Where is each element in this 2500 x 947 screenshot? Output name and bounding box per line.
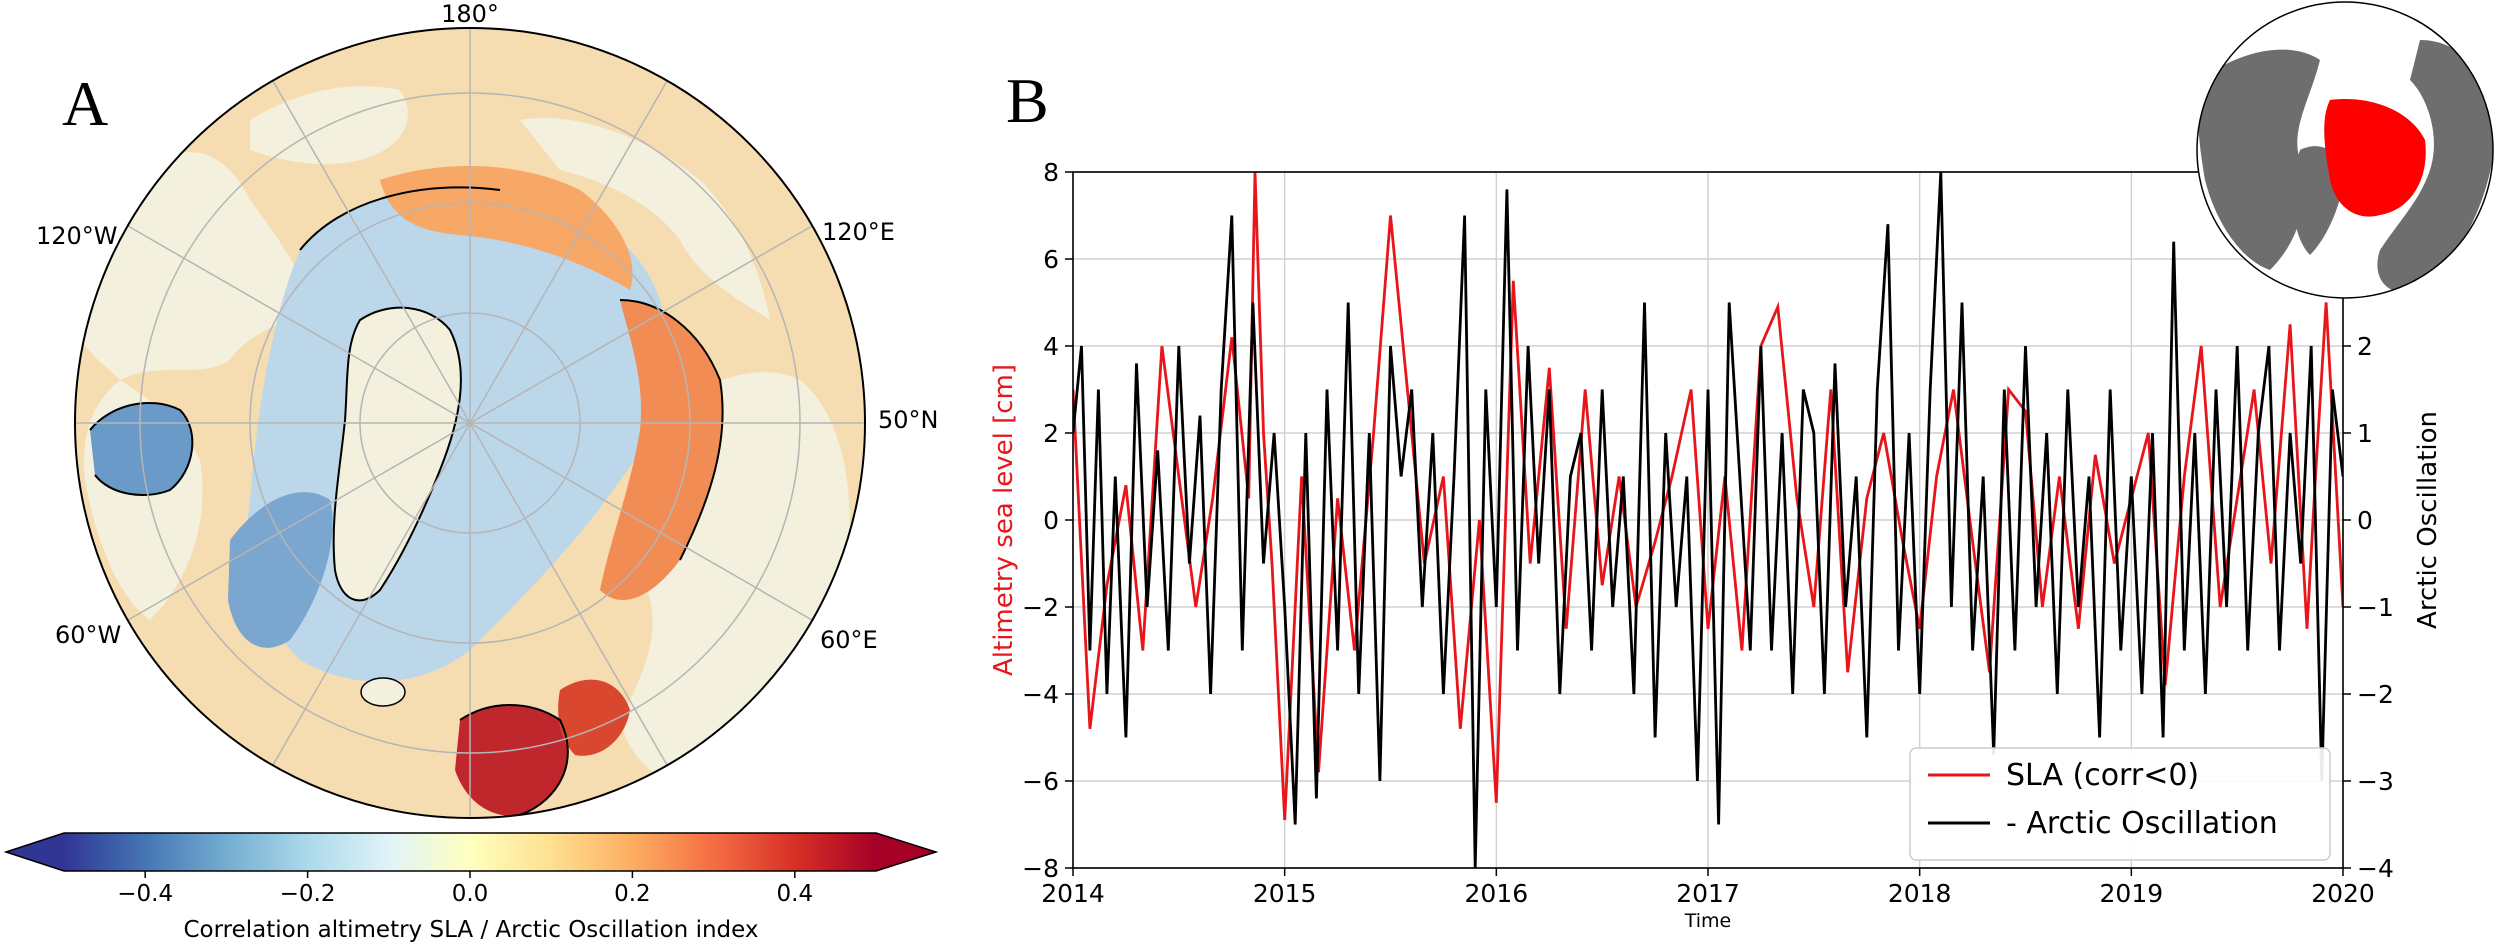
lon-label-120w: 120°W — [36, 222, 118, 250]
legend-label-ao: - Arctic Oscillation — [2006, 806, 2278, 841]
colorbar-ticks: −0.4 −0.2 0.0 0.2 0.4 — [117, 871, 813, 907]
y-axis-ticks: −8 −6 −4 −2 0 2 4 6 8 — [1022, 158, 1073, 883]
colorbar-extend-high — [876, 833, 936, 871]
y-tick-label: −4 — [1022, 680, 1059, 709]
inset-frame — [2196, 1, 2494, 299]
colorbar-tick-label: 0.4 — [777, 881, 814, 907]
y-axis-label: Altimetry sea level [cm] — [989, 364, 1019, 676]
lon-label-180: 180° — [441, 0, 499, 28]
x-tick-label: 2018 — [1888, 879, 1952, 908]
y2-tick-label: −4 — [2357, 854, 2394, 883]
inset-map — [2196, 1, 2494, 299]
x-tick-label: 2015 — [1253, 879, 1317, 908]
series-ao-line — [1073, 172, 2343, 868]
y2-tick-label: 0 — [2357, 506, 2373, 535]
x-axis-ticks: 2014 2015 2016 2017 2018 2019 2020 — [1041, 868, 2375, 908]
map-frame — [74, 27, 866, 819]
y2-axis-label: Arctic Oscillation — [2413, 411, 2443, 629]
colorbar-extend-low — [6, 833, 64, 871]
x-tick-label: 2017 — [1676, 879, 1740, 908]
y-tick-label: 6 — [1043, 245, 1059, 274]
panel-a-label: A — [62, 68, 108, 139]
land-greenland — [333, 307, 461, 601]
north-sea-strong-positive — [455, 705, 568, 816]
y2-tick-label: −1 — [2357, 593, 2394, 622]
colorbar-body — [64, 833, 876, 871]
lon-label-60w: 60°W — [55, 621, 121, 649]
y-tick-label: 2 — [1043, 419, 1059, 448]
legend-box — [1909, 747, 2331, 861]
x-axis-label: Time — [1684, 910, 1732, 932]
panel-b-chart: B 2014 2015 2016 2017 2018 2019 2020 −8−6−4−20… — [989, 1, 2494, 932]
colorbar: −0.4 −0.2 0.0 0.2 0.4 Correlation altimetry … — [3, 832, 939, 943]
legend: SLA (corr<0) - Arctic Oscillation — [1909, 747, 2331, 861]
colorbar-tick-label: −0.4 — [117, 881, 173, 907]
land-iceland — [360, 677, 406, 707]
colorbar-outline — [3, 832, 939, 872]
x-tick-label: 2014 — [1041, 879, 1105, 908]
x-tick-label: 2019 — [2100, 879, 2164, 908]
polar-map — [75, 28, 865, 818]
plot-lines — [1073, 172, 2343, 868]
y-tick-label: −8 — [1022, 854, 1059, 883]
lon-label-60e: 60°E — [820, 626, 878, 654]
inset-land-america — [2197, 49, 2320, 270]
legend-label-sla: SLA (corr<0) — [2006, 758, 2199, 793]
coastlines — [89, 186, 724, 816]
graticule — [75, 28, 865, 818]
panel-b-label: B — [1006, 65, 1049, 136]
y2-tick-label: −2 — [2357, 680, 2394, 709]
labrador-sea-negative — [228, 492, 333, 648]
barents-sea-positive — [600, 300, 723, 600]
colorbar-tick-label: −0.2 — [280, 881, 336, 907]
siberian-shelf-positive — [380, 166, 633, 290]
lon-label-120e: 120°E — [822, 218, 895, 246]
land-siberia — [520, 118, 770, 320]
inset-land-eurasia — [2377, 40, 2493, 293]
y2-tick-label: 1 — [2357, 419, 2373, 448]
colorbar-label: Correlation altimetry SLA / Arctic Oscil… — [183, 917, 758, 943]
baltic-strong-positive — [558, 679, 630, 756]
x-tick-label: 2020 — [2311, 879, 2375, 908]
y2-tick-label: 2 — [2357, 332, 2373, 361]
x-tick-label: 2016 — [1465, 879, 1529, 908]
panel-a-map: A — [3, 0, 939, 943]
y-tick-label: 8 — [1043, 158, 1059, 187]
y-tick-label: 0 — [1043, 506, 1059, 535]
lat-label-50n: 50°N — [878, 406, 939, 434]
colorbar-tick-label: 0.2 — [614, 881, 651, 907]
y-tick-label: 4 — [1043, 332, 1059, 361]
y-tick-label: −6 — [1022, 767, 1059, 796]
colorbar-tick-label: 0.0 — [452, 881, 489, 907]
y2-axis-ticks: −4 −3 −2 −1 0 1 2 — [2343, 332, 2394, 883]
y2-tick-label: −3 — [2357, 767, 2394, 796]
inset-arctic-region — [2324, 99, 2426, 217]
y-tick-label: −2 — [1022, 593, 1059, 622]
